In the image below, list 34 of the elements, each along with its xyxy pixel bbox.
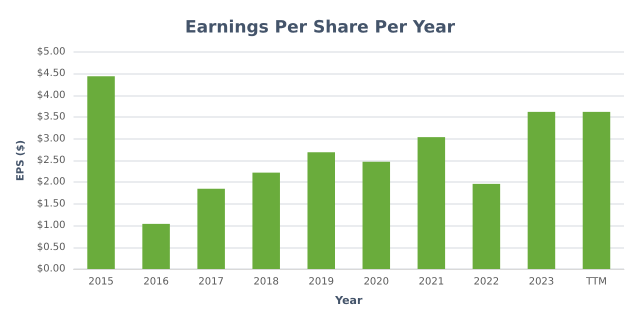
- y-tick-label: $2.00: [36, 176, 66, 188]
- bar: [528, 112, 556, 269]
- x-axis-title: Year: [334, 294, 363, 307]
- x-tick-label: 2021: [418, 276, 444, 288]
- bar: [582, 112, 610, 269]
- y-tick-label: $0.00: [36, 264, 66, 274]
- x-tick-label: 2019: [308, 276, 334, 288]
- bar: [307, 152, 335, 269]
- bar: [472, 184, 500, 269]
- chart-title: Earnings Per Share Per Year: [184, 18, 456, 38]
- y-tick-label: $1.50: [36, 198, 66, 210]
- x-tick-label: 2016: [143, 276, 169, 288]
- y-tick-label: $4.00: [36, 90, 66, 101]
- bar: [362, 162, 390, 269]
- bar: [418, 137, 446, 269]
- bar: [252, 172, 280, 269]
- y-tick-label: $2.50: [36, 155, 66, 166]
- y-axis-title: EPS ($): [16, 140, 26, 181]
- x-tick-label: TTM: [585, 276, 607, 288]
- y-tick-label: $1.00: [36, 220, 66, 232]
- y-tick-label: $5.00: [36, 46, 66, 58]
- x-tick-label: 2022: [474, 276, 500, 288]
- y-tick-label: $4.50: [36, 68, 66, 80]
- y-tick-label: $0.50: [36, 242, 66, 253]
- bar: [87, 76, 115, 269]
- x-tick-label: 2017: [198, 276, 224, 288]
- x-tick-label: 2015: [88, 276, 114, 288]
- y-tick-label: $3.50: [36, 112, 66, 123]
- bar: [142, 224, 170, 269]
- x-tick-label: 2020: [364, 276, 390, 288]
- y-tick-label: $3.00: [36, 133, 66, 144]
- x-tick-label: 2018: [253, 276, 279, 288]
- bar: [197, 188, 225, 269]
- x-tick-label: 2023: [528, 276, 554, 288]
